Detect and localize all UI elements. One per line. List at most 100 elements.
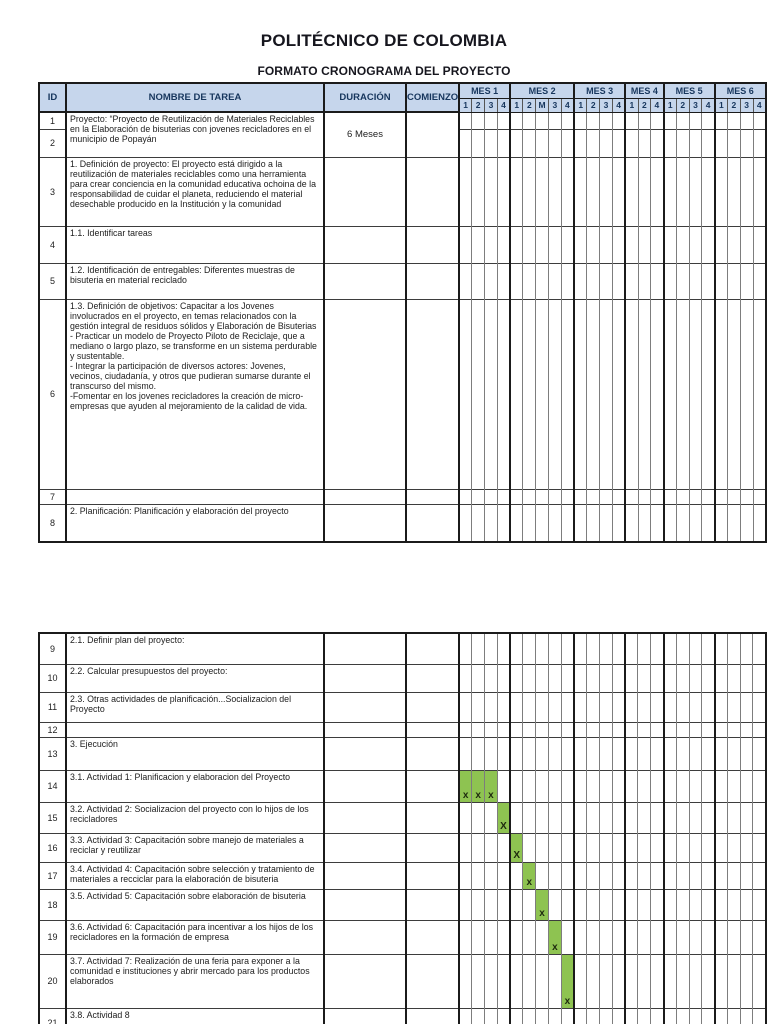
- week-cell: [484, 111, 498, 129]
- row-id: 14: [39, 769, 67, 802]
- week-cell: [662, 888, 677, 920]
- week-cell: [713, 721, 728, 737]
- week-cell: [496, 298, 511, 489]
- week-cell: [458, 736, 472, 770]
- week-header: 3: [739, 98, 754, 113]
- week-cell: [535, 919, 549, 954]
- task-row-6: 6 1.3. Definición de objetivos: Capacitar…: [39, 298, 766, 489]
- week-cell: [496, 503, 511, 542]
- week-cell: [701, 801, 715, 833]
- week-cell: [637, 128, 651, 157]
- row-id: 3: [39, 156, 67, 226]
- week-cell: [662, 225, 677, 263]
- week-cell: [573, 488, 587, 504]
- start-cell: [406, 736, 460, 770]
- week-cell: [688, 691, 702, 722]
- week-cell: [701, 225, 715, 263]
- week-cell: [637, 919, 651, 954]
- week-cell: [586, 736, 600, 770]
- week-cell: [484, 156, 498, 226]
- week-cell: [547, 632, 562, 664]
- week-cell: [739, 736, 753, 770]
- week-cell: [458, 632, 472, 664]
- week-cell: [547, 691, 562, 722]
- week-cell: [726, 262, 741, 299]
- week-cell: [611, 736, 626, 770]
- start-cell: [406, 503, 460, 542]
- week-cell: [535, 262, 549, 299]
- duration-cell: [324, 488, 407, 504]
- duration-cell: [324, 919, 407, 954]
- week-cell: [624, 298, 638, 489]
- week-cell: [535, 225, 549, 263]
- week-cell: [650, 769, 664, 802]
- week-cell: [484, 953, 498, 1008]
- week-cell: [535, 503, 549, 542]
- week-cell: [713, 919, 728, 954]
- task-row-18: 18 3.5. Actividad 5: Capacitación sobre e…: [39, 888, 766, 920]
- week-cell: [688, 663, 702, 692]
- week-cell: [496, 1007, 511, 1024]
- task-row-3: 3 1. Definición de proyecto: El proyecto …: [39, 156, 766, 226]
- week-cell: [752, 488, 766, 504]
- week-cell: [726, 128, 741, 157]
- week-cell: [752, 736, 766, 770]
- week-cell: [458, 503, 472, 542]
- week-cell: [484, 503, 498, 542]
- week-cell: [573, 769, 587, 802]
- week-cell: [637, 832, 651, 862]
- week-cell: [586, 1007, 600, 1024]
- week-cell: [688, 953, 702, 1008]
- gantt-bar-cell: x: [458, 769, 472, 802]
- week-cell: [471, 861, 485, 889]
- week-cell: [458, 128, 472, 157]
- week-header: 3: [484, 98, 498, 113]
- week-cell: [586, 919, 600, 954]
- week-cell: [675, 832, 690, 862]
- week-cell: [484, 262, 498, 299]
- week-cell: [547, 861, 562, 889]
- duration-cell: [324, 225, 407, 263]
- week-cell: [637, 801, 651, 833]
- week-cell: [522, 736, 536, 770]
- task-name-cell: 1.1. Identificar tareas: [66, 225, 325, 263]
- task-name-cell: 3.8. Actividad 8: [66, 1007, 325, 1024]
- week-cell: [484, 128, 498, 157]
- week-cell: [637, 736, 651, 770]
- duration-cell: [324, 736, 407, 770]
- week-cell: [611, 953, 626, 1008]
- week-cell: [624, 721, 638, 737]
- week-header: 4: [752, 98, 766, 113]
- week-cell: [611, 861, 626, 889]
- week-cell: [675, 801, 690, 833]
- week-cell: [726, 503, 741, 542]
- week-cell: [752, 632, 766, 664]
- week-cell: [726, 663, 741, 692]
- week-cell: [471, 632, 485, 664]
- week-cell: [599, 736, 613, 770]
- week-cell: [484, 801, 498, 833]
- week-cell: [522, 156, 536, 226]
- week-cell: [713, 861, 728, 889]
- week-cell: [586, 721, 600, 737]
- week-header: 4: [650, 98, 664, 113]
- week-cell: [650, 1007, 664, 1024]
- week-cell: [688, 832, 702, 862]
- week-cell: [458, 832, 472, 862]
- week-cell: [573, 888, 587, 920]
- start-cell: [406, 691, 460, 722]
- row-id: 21: [39, 1007, 67, 1024]
- week-cell: [611, 919, 626, 954]
- start-cell: [406, 801, 460, 833]
- week-cell: [688, 225, 702, 263]
- task-name-cell: 1.2. Identificación de entregables: Dife…: [66, 262, 325, 299]
- week-cell: [496, 156, 511, 226]
- week-cell: [586, 663, 600, 692]
- week-cell: [586, 488, 600, 504]
- week-cell: [726, 111, 741, 129]
- week-header: 4: [496, 98, 511, 113]
- week-cell: [496, 262, 511, 299]
- start-cell: [406, 111, 460, 157]
- week-cell: [650, 298, 664, 489]
- week-cell: [624, 888, 638, 920]
